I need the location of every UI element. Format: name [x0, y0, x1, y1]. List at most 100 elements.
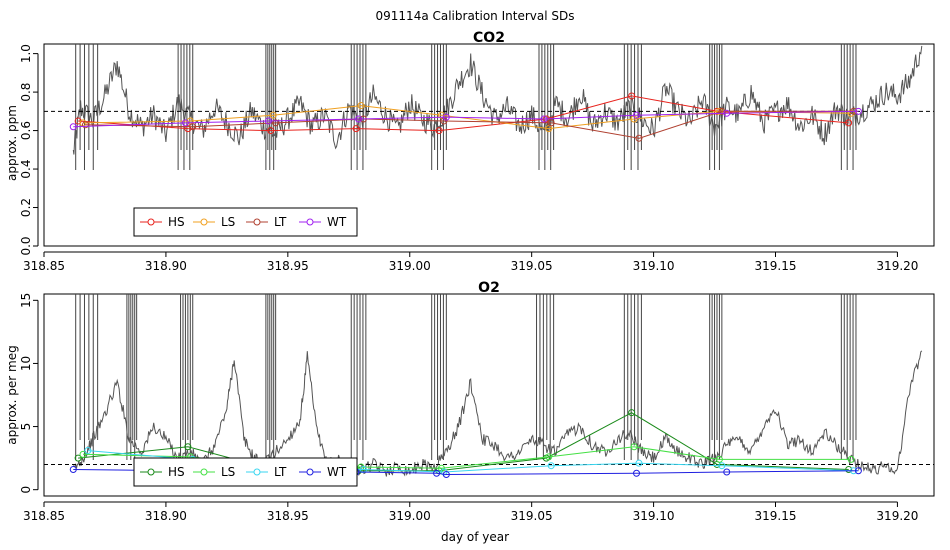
o2-data-trace — [73, 350, 923, 477]
o2-y-axis-label: approx. per meg — [5, 345, 19, 444]
co2-series-point — [189, 123, 197, 131]
co2-calibration-spikes — [265, 44, 277, 170]
co2-x-tick-label: 319.15 — [755, 259, 797, 273]
o2-x-tick-label: 318.95 — [267, 509, 309, 523]
co2-series-point — [272, 119, 280, 127]
co2-x-axis: 318.85 318.90 318.95 319.00 319.05 319.10 319.… — [23, 251, 918, 273]
co2-series-line — [73, 110, 859, 128]
o2-series-point — [847, 455, 855, 463]
o2-series-point — [84, 447, 92, 455]
o2-x-tick-label: 319.15 — [755, 509, 797, 523]
x-axis-label: day of year — [441, 530, 509, 544]
co2-series-point — [845, 119, 853, 127]
o2-series-point — [845, 465, 853, 473]
co2-data-trace — [72, 45, 923, 155]
o2-plot-frame — [43, 293, 935, 497]
o2-x-tick-label: 318.90 — [145, 509, 187, 523]
o2-series-point — [184, 443, 192, 451]
o2-series-point — [635, 459, 643, 467]
figure-title: 091114a Calibration Interval SDs — [376, 9, 575, 23]
o2-legend-item: HS — [140, 465, 185, 479]
co2-series-point — [81, 121, 89, 129]
co2-series-point — [69, 123, 77, 131]
co2-legend-item: LT — [246, 215, 287, 229]
o2-series-point — [723, 468, 731, 476]
co2-x-tick-label: 318.95 — [267, 259, 309, 273]
co2-y-tick-label: 0.2 — [19, 198, 33, 217]
o2-series-point — [547, 462, 555, 470]
co2-calibration-spikes — [623, 44, 642, 170]
co2-series-point — [357, 102, 365, 110]
co2-legend-marker — [253, 218, 261, 226]
o2-legend-label: WT — [327, 465, 347, 479]
co2-calibration-spikes — [75, 44, 99, 170]
co2-series-point — [854, 107, 862, 115]
o2-legend: HS LS LT WT — [133, 457, 358, 487]
co2-panel-title: CO2 — [473, 30, 505, 46]
o2-legend-marker — [253, 468, 261, 476]
co2-series-point — [435, 127, 443, 135]
o2-series-point — [854, 467, 862, 475]
o2-legend-box — [133, 457, 358, 487]
co2-series-line — [78, 95, 849, 132]
o2-legend-item: LS — [193, 465, 235, 479]
o2-legend-label: HS — [168, 465, 185, 479]
o2-legend-item: WT — [299, 465, 347, 479]
co2-plot-frame — [43, 43, 935, 247]
co2-series-point — [269, 111, 277, 119]
co2-x-tick-label: 319.20 — [876, 259, 918, 273]
co2-x-tick-label: 319.00 — [389, 259, 431, 273]
o2-calibration-spikes — [709, 294, 723, 460]
co2-calibration-spikes — [431, 44, 447, 170]
co2-series-point — [267, 127, 275, 135]
co2-x-tick-label: 319.05 — [511, 259, 553, 273]
o2-x-tick-label: 319.05 — [511, 509, 553, 523]
o2-y-tick-label: 10 — [19, 356, 33, 371]
o2-series-point — [442, 471, 450, 479]
co2-series-point — [181, 119, 189, 127]
co2-calibration-spikes — [840, 44, 857, 170]
co2-series-point — [628, 92, 636, 100]
o2-plot-area: 318.85 318.90 318.95 319.00 319.05 319.10 319.… — [19, 293, 934, 523]
co2-legend-marker — [147, 218, 155, 226]
co2-series-point — [635, 134, 643, 142]
o2-series-point — [79, 450, 87, 458]
co2-legend-marker — [200, 218, 208, 226]
co2-series-wt — [69, 107, 862, 131]
co2-y-tick-label: 1.0 — [19, 44, 33, 63]
o2-legend-marker — [306, 468, 314, 476]
co2-series-line — [85, 110, 854, 139]
co2-x-tick-label: 319.10 — [633, 259, 675, 273]
co2-y-tick-label: 0.4 — [19, 160, 33, 179]
co2-calibration-spikes — [538, 44, 555, 170]
co2-legend-item: LS — [193, 215, 235, 229]
o2-calibration-spikes — [265, 294, 277, 460]
o2-y-tick-label: 5 — [19, 423, 33, 431]
o2-calibration-spikes — [840, 294, 857, 460]
co2-legend-item: HS — [140, 215, 185, 229]
o2-legend-label: LT — [274, 465, 287, 479]
co2-legend-marker — [306, 218, 314, 226]
o2-legend-marker — [147, 468, 155, 476]
co2-series-point — [264, 117, 272, 125]
o2-legend-item: LT — [246, 465, 287, 479]
o2-series-point — [630, 443, 638, 451]
o2-series-point — [633, 469, 641, 477]
co2-series-point — [442, 113, 450, 121]
o2-legend-marker — [200, 468, 208, 476]
co2-legend-item: WT — [299, 215, 347, 229]
o2-calibration-spikes — [126, 294, 138, 460]
o2-series-point — [74, 454, 82, 462]
co2-y-tick-label: 0.6 — [19, 121, 33, 140]
co2-y-axis-label: approx. ppm — [5, 105, 19, 181]
co2-legend-label: LT — [274, 215, 287, 229]
co2-legend-label: HS — [168, 215, 185, 229]
o2-y-axis: 0 5 10 15 — [19, 293, 39, 494]
o2-legend-label: LS — [221, 465, 235, 479]
o2-x-axis: 318.85 318.90 318.95 319.00 319.05 319.10 319.… — [23, 501, 918, 523]
o2-series-point — [69, 465, 77, 473]
co2-y-tick-label: 0.0 — [19, 236, 33, 255]
o2-x-tick-label: 319.10 — [633, 509, 675, 523]
co2-plot-area: 318.85 318.90 318.95 319.00 319.05 319.10 319.… — [19, 44, 934, 273]
